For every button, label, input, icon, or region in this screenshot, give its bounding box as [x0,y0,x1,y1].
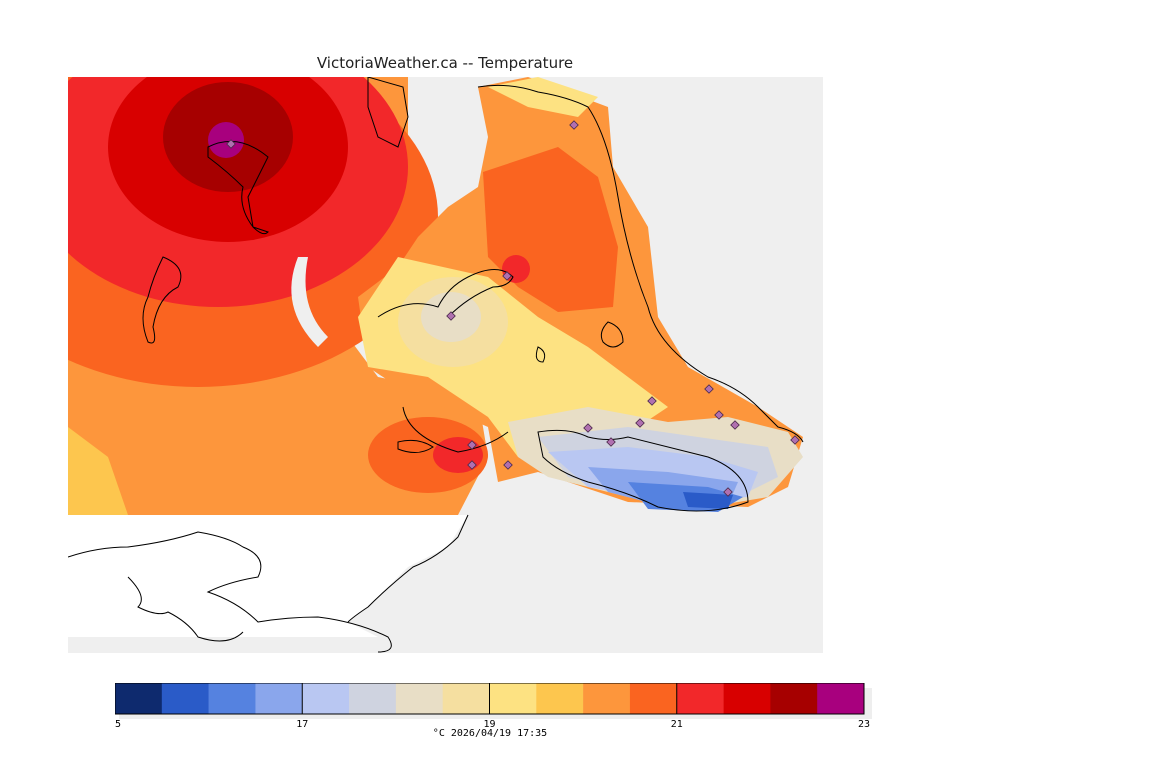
legend-swatch [723,683,771,714]
station-marker [723,487,733,497]
legend-swatch [770,683,818,714]
legend-unit: °C [432,728,445,739]
legend-tick-label: 21 [671,719,683,730]
legend-caption: °C 2026/04/19 17:35 [0,728,980,739]
station-marker [704,384,714,394]
legend-timestamp: 2026/04/19 17:35 [450,728,548,739]
station-marker [226,139,236,149]
station-marker [583,423,593,433]
station-marker [606,437,616,447]
station-marker [730,420,740,430]
station-marker [503,460,513,470]
temperature-map[interactable] [68,77,823,653]
legend-swatch [583,683,631,714]
legend-tick-label: 17 [296,719,308,730]
page-title: VictoriaWeather.ca -- Temperature [316,54,574,72]
legend-swatch [208,683,256,714]
station-markers [226,120,800,497]
station-marker [467,460,477,470]
legend-swatch [349,683,397,714]
legend-swatch [302,683,350,714]
coastlines [68,77,804,653]
station-marker [446,311,456,321]
legend-swatch [395,683,443,714]
legend-swatch [676,683,724,714]
station-marker [714,410,724,420]
legend-swatch [629,683,678,714]
legend-swatch [161,683,209,714]
station-marker [635,418,645,428]
color-legend: 15 17 19 21 23 [115,683,872,730]
temperature-contours [68,77,823,515]
legend-tick-label: 19 [483,719,495,730]
station-marker [790,435,800,445]
legend-swatch [817,683,865,714]
station-marker [502,271,512,281]
legend-tick-label: 15 [115,719,121,730]
legend-swatches [115,683,865,714]
legend-tick-label: 23 [858,719,870,730]
station-marker [569,120,579,130]
legend-swatch [536,683,584,714]
legend-swatch [115,683,163,714]
legend-swatch [442,683,490,714]
legend-swatch [489,683,537,714]
legend-swatch [255,683,303,714]
station-marker [467,440,477,450]
station-marker [647,396,657,406]
legend-ticks: 15 17 19 21 23 [115,683,870,730]
